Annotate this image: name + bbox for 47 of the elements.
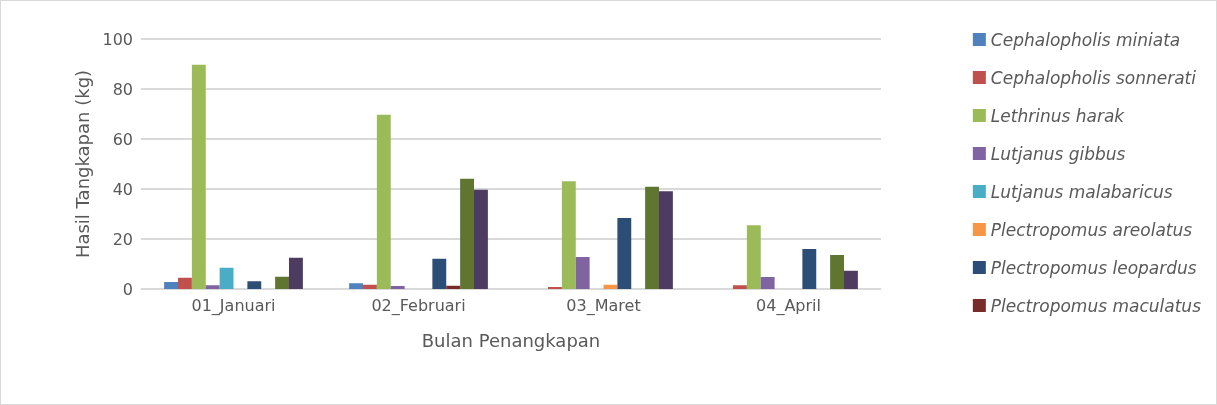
y-tick-label: 100 — [102, 29, 133, 49]
x-tick-label: 03_Maret — [566, 295, 641, 316]
legend-label: Plectropomus areolatus — [990, 219, 1193, 240]
bar — [760, 277, 775, 289]
legend-label: Lutjanus malabaricus — [990, 181, 1173, 202]
x-tick-label: 02_Februari — [371, 295, 466, 316]
legend-label: Cephalopholis sonnerati — [990, 67, 1197, 88]
bar — [844, 270, 858, 289]
bar — [561, 181, 576, 289]
bar — [746, 225, 761, 289]
bar — [432, 258, 447, 289]
x-tick-label: 04_April — [756, 295, 821, 316]
y-tick-label: 80 — [112, 79, 133, 99]
bar — [460, 178, 474, 289]
y-tick-label: 40 — [112, 179, 133, 199]
legend-label: Cephalopholis miniata — [990, 29, 1181, 50]
bar — [830, 255, 844, 289]
bar — [219, 267, 234, 289]
bar — [645, 186, 659, 289]
bar — [289, 257, 303, 289]
y-axis-title: Hasil Tangkapan (kg) — [72, 69, 94, 259]
bar — [275, 276, 289, 289]
bar — [205, 285, 220, 289]
x-tick-label: 01_Januari — [191, 295, 276, 316]
bar — [247, 281, 262, 289]
legend-label: Plectropomus maculatus — [990, 295, 1202, 316]
y-tick-label: 20 — [112, 229, 133, 249]
bar — [191, 64, 206, 289]
bar — [178, 277, 192, 289]
bar — [733, 285, 747, 289]
y-tick-label: 60 — [112, 129, 133, 149]
legend-label: Plectropomus leopardus — [990, 257, 1197, 278]
legend-label: Lutjanus gibbus — [990, 143, 1126, 164]
bar — [474, 189, 488, 289]
bar — [363, 284, 377, 289]
y-tick-label: 0 — [122, 279, 133, 299]
bar — [575, 257, 590, 289]
bar — [390, 286, 405, 289]
legend-label: Lethrinus harak — [990, 105, 1126, 126]
bar — [446, 285, 461, 289]
bar — [376, 114, 391, 289]
bar — [802, 249, 817, 289]
bar — [659, 191, 673, 289]
bar — [349, 283, 363, 289]
bar — [617, 218, 632, 289]
x-axis-title: Bulan Penangkapan — [421, 329, 601, 351]
bar — [164, 282, 178, 289]
